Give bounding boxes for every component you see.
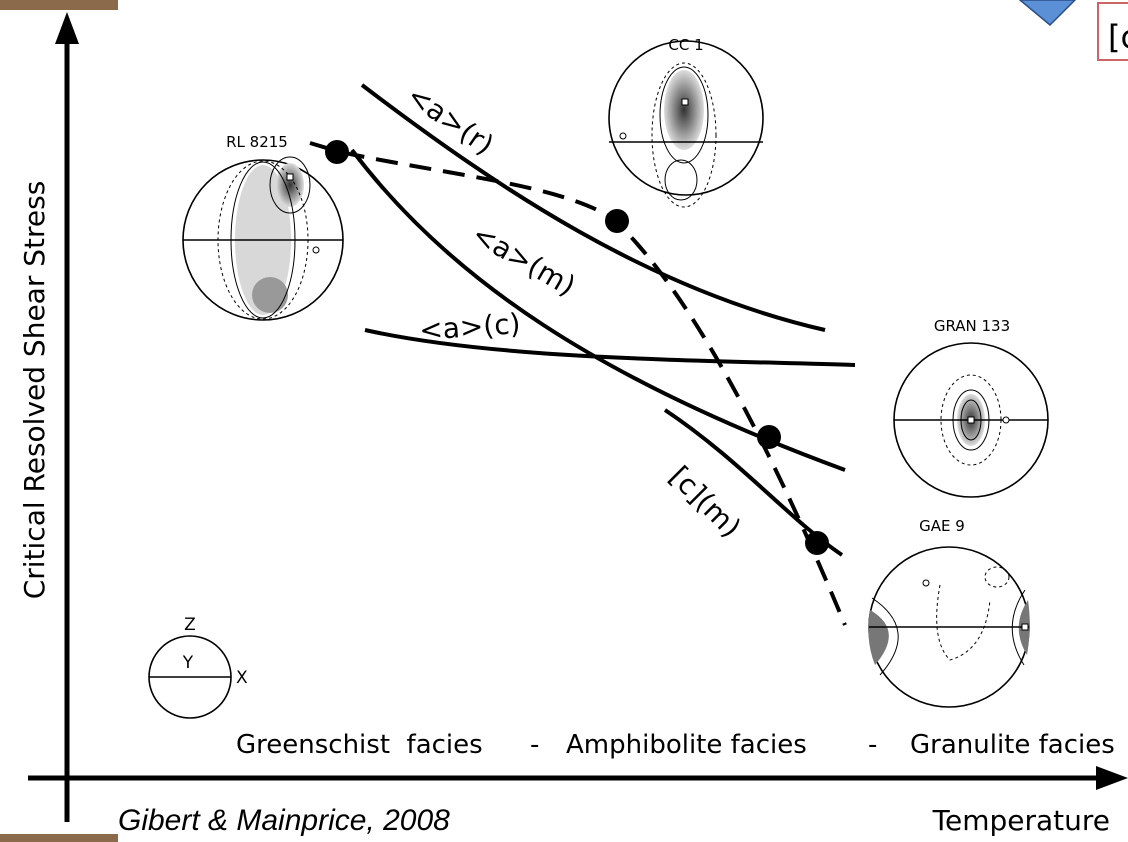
- corner-label: [c: [1108, 18, 1128, 56]
- photo-fragment: [0, 834, 118, 842]
- slip-label: <a>(m): [467, 217, 582, 302]
- pole-figure: [609, 41, 763, 207]
- pole-figure-label: CC 1: [668, 36, 703, 54]
- pole-figure: [894, 343, 1048, 497]
- facies-separator: -: [868, 730, 877, 760]
- pole-figure-label: GRAN 133: [934, 317, 1010, 335]
- reference-axis: Y: [182, 653, 194, 673]
- pole-figure: [183, 157, 343, 320]
- slip-curve: [352, 150, 845, 470]
- pole-figure-label: GAE 9: [919, 517, 965, 535]
- x-arrow: [1096, 766, 1128, 790]
- photo-fragment: [0, 0, 118, 10]
- diamond-fragment: [1020, 0, 1075, 25]
- transition-point: [805, 531, 829, 555]
- reference-axis: X: [236, 668, 248, 688]
- pole-figure-label: RL 8215: [226, 133, 288, 151]
- reference-axis: Z: [184, 615, 196, 635]
- y-arrow: [55, 12, 79, 44]
- slip-label: [c](m): [663, 460, 747, 544]
- transition-point: [757, 425, 781, 449]
- transition-point: [605, 209, 629, 233]
- citation: Gibert & Mainprice, 2008: [118, 804, 450, 837]
- facies-label: Granulite facies: [910, 730, 1115, 760]
- facies-label: Greenschist facies: [236, 730, 483, 760]
- x-axis-label: Temperature: [932, 804, 1110, 837]
- transition-curve: [310, 143, 845, 625]
- diagram: [c Critical Resolved Shear Stress Temper…: [0, 0, 1128, 842]
- y-axis-label: Critical Resolved Shear Stress: [18, 181, 51, 600]
- facies-label: Amphibolite facies: [566, 730, 807, 760]
- slip-label: <a>(c): [418, 307, 521, 347]
- facies-separator: -: [530, 730, 539, 760]
- transition-point: [325, 140, 349, 164]
- pole-figure: [868, 547, 1029, 707]
